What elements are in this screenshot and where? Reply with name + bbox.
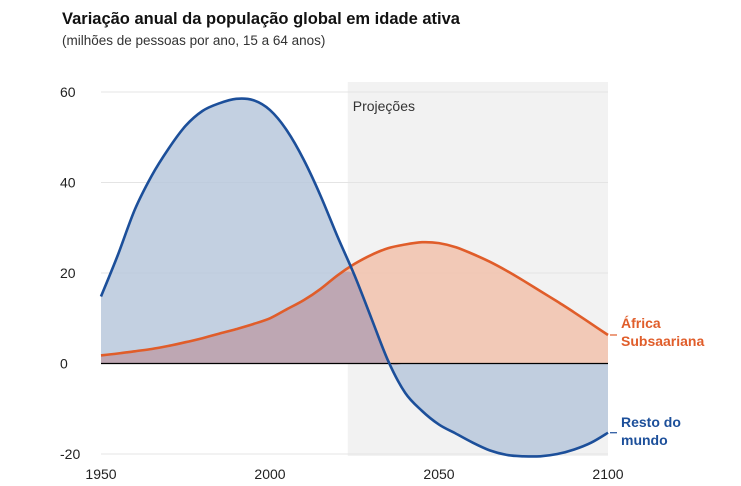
series-lines (99, 97, 609, 458)
x-tick-label: 1950 (85, 466, 116, 482)
series-end-label: África (621, 315, 661, 331)
series-end-label: mundo (621, 432, 668, 448)
y-tick-label: 40 (60, 175, 76, 191)
x-tick-label: 2000 (254, 466, 285, 482)
overlap-area (101, 271, 608, 366)
series-end-label: Subsaariana (621, 333, 704, 349)
series-line (100, 240, 609, 357)
y-tick-label: 20 (60, 265, 76, 281)
chart-title: Variação anual da população global em id… (62, 10, 460, 28)
x-tick-label: 2050 (423, 466, 454, 482)
y-tick-label: -20 (60, 446, 80, 462)
series-line (99, 97, 609, 458)
series-end-labels: África Subsaariana Resto do mundo (610, 315, 704, 448)
y-tick-label: 0 (60, 356, 68, 372)
y-tick-label: 60 (60, 84, 76, 100)
x-axis-ticks: 1950 2000 2050 2100 (85, 466, 623, 482)
x-tick-label: 2100 (592, 466, 623, 482)
y-axis-ticks: 60 40 20 0 -20 (60, 84, 80, 462)
chart-subtitle: (milhões de pessoas por ano, 15 a 64 ano… (62, 33, 326, 48)
projection-label: Projeções (353, 98, 415, 114)
series-end-label: Resto do (621, 414, 681, 430)
